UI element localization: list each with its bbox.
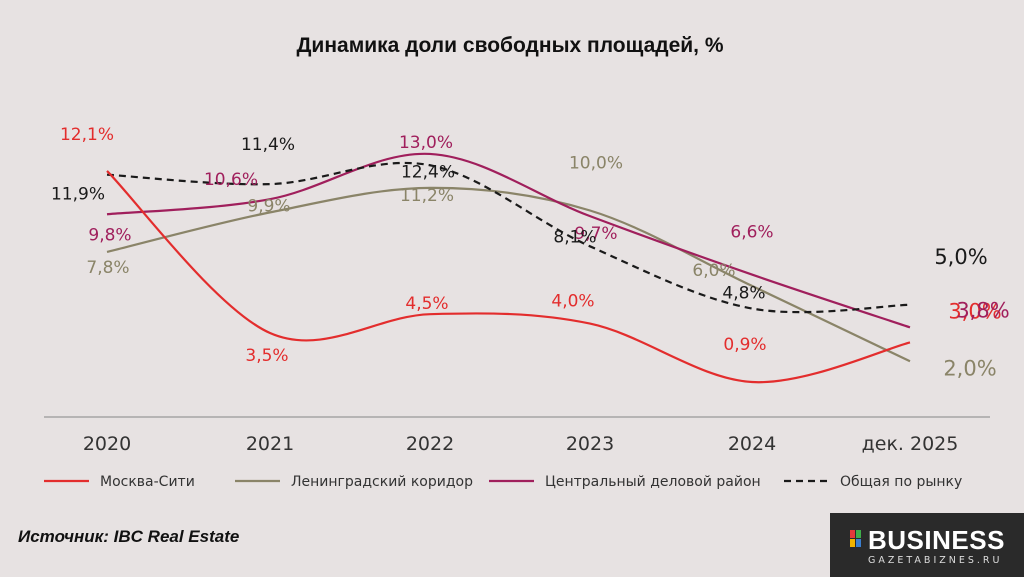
x-tick-label: дек. 2025 <box>862 433 959 455</box>
data-label: 9,8% <box>88 225 131 245</box>
x-ticks: 2020 2021 2022 2023 2024 дек. 2025 <box>83 433 959 455</box>
data-label: 12,4% <box>401 162 455 182</box>
data-label: 4,0% <box>551 292 594 312</box>
x-tick-label: 2022 <box>406 433 454 455</box>
source-note: Источник: IBC Real Estate <box>18 527 240 546</box>
data-label: 11,9% <box>51 185 105 205</box>
data-label: 4,8% <box>722 284 765 304</box>
legend-label: Ленинградский коридор <box>291 474 473 490</box>
data-label: 7,8% <box>86 258 129 278</box>
data-label: 0,9% <box>723 335 766 355</box>
data-label: 4,5% <box>405 294 448 314</box>
data-label: 10,6% <box>204 170 258 190</box>
x-tick-label: 2023 <box>566 433 614 455</box>
x-tick-label: 2021 <box>246 433 294 455</box>
legend-label: Москва-Сити <box>100 474 195 490</box>
logo-site-text: GAZETABIZNES.RU <box>868 555 1003 566</box>
data-label: 2,0% <box>943 356 996 380</box>
data-labels: 12,1% 3,5% 4,5% 4,0% 0,9% 3,0% 7,8% 9,9% 11,2% 10… <box>51 125 1010 380</box>
data-label: 3,0% <box>948 299 1001 323</box>
chart-title: Динамика доли свободных площадей, % <box>296 34 723 57</box>
data-label: 10,0% <box>569 154 623 174</box>
series-line-3 <box>106 161 911 314</box>
data-label: 8,1% <box>553 227 596 247</box>
data-label: 5,0% <box>934 245 987 269</box>
data-label: 13,0% <box>399 133 453 153</box>
series-line-1 <box>106 186 911 363</box>
logo-mark-icon <box>850 530 862 548</box>
data-label: 9,7% <box>574 224 617 244</box>
data-label: 3,5% <box>245 346 288 366</box>
data-label: 9,9% <box>247 196 290 216</box>
data-label: 6,0% <box>692 261 735 281</box>
legend-label: Центральный деловой район <box>545 474 761 490</box>
x-tick-label: 2024 <box>728 433 776 455</box>
legend-label: Общая по рынку <box>840 474 962 490</box>
logo-brand-text: BUSINESS <box>868 525 1005 555</box>
data-label: 12,1% <box>60 125 114 145</box>
series-lines <box>106 152 911 384</box>
data-label: 3,8% <box>956 298 1009 322</box>
series-line-0 <box>106 170 911 384</box>
x-tick-label: 2020 <box>83 433 131 455</box>
brand-logo: BUSINESS GAZETABIZNES.RU <box>830 513 1024 577</box>
data-label: 6,6% <box>730 223 773 243</box>
legend: Москва-Сити Ленинградский коридор Централь… <box>44 474 962 490</box>
data-label: 11,4% <box>241 135 295 155</box>
series-line-2 <box>106 152 911 329</box>
data-label: 11,2% <box>400 186 454 206</box>
